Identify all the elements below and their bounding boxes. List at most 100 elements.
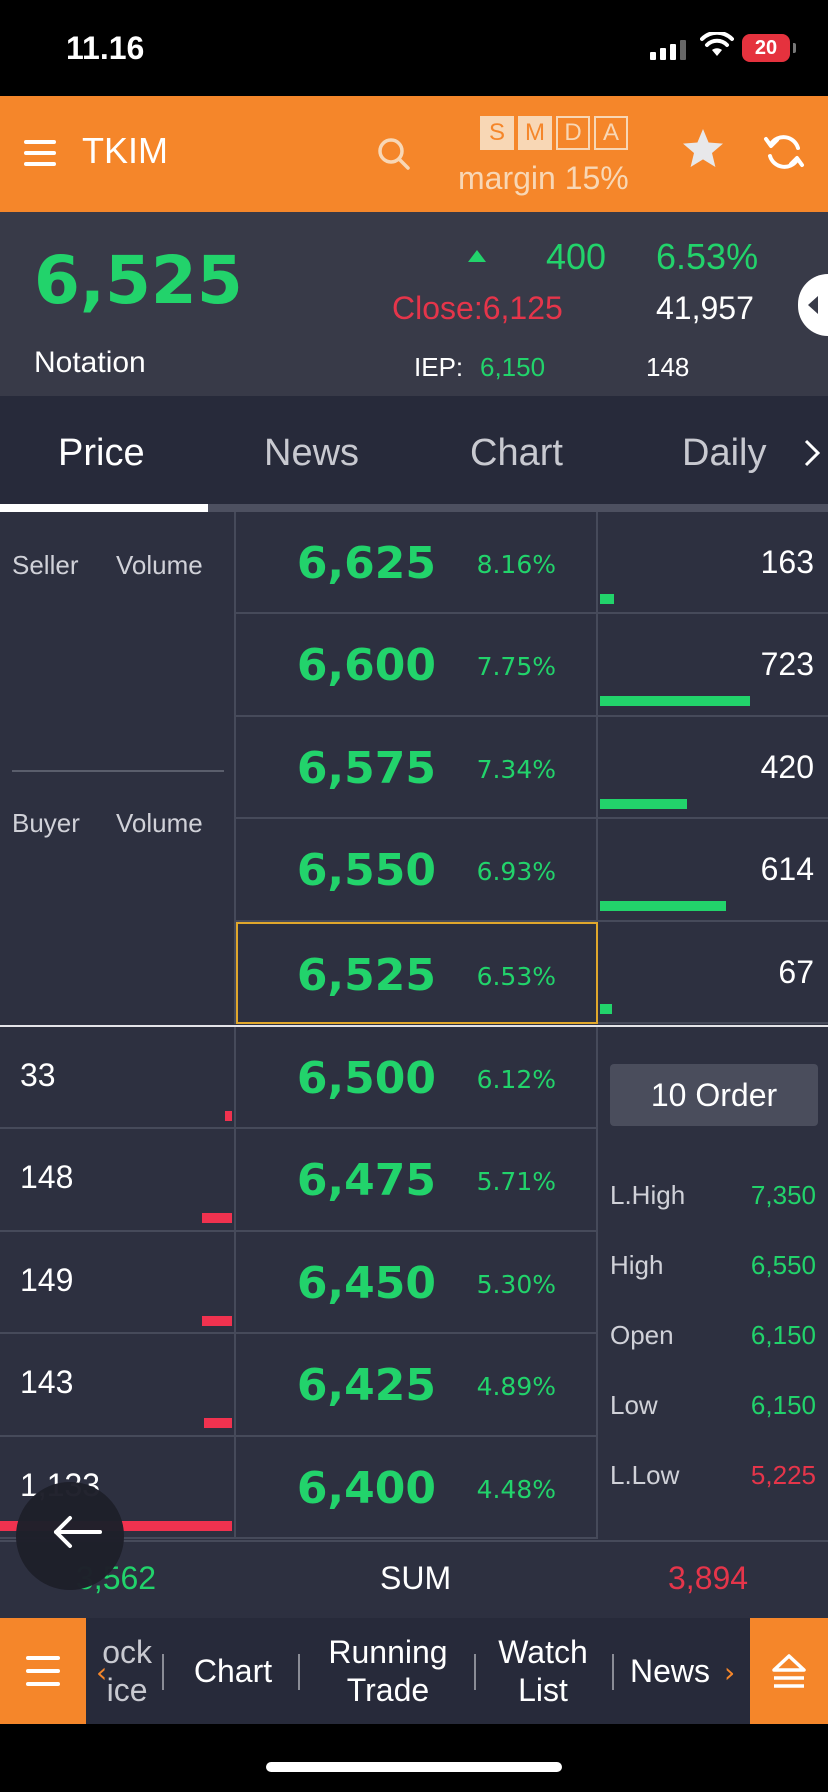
expand-up-button[interactable] bbox=[750, 1618, 828, 1724]
bid-volume-bar bbox=[201, 1315, 232, 1326]
offer-volume: 67 bbox=[778, 953, 814, 990]
price-summary: 6,525 Notation 400 6.53% Close:6,125 41,… bbox=[0, 212, 828, 396]
bid-price-cell[interactable]: 6,500 6.12% bbox=[236, 1027, 598, 1130]
stat-value: 6,150 bbox=[750, 1320, 816, 1350]
nav-separator bbox=[612, 1654, 614, 1690]
chevron-right-icon[interactable]: › bbox=[724, 1656, 736, 1689]
column-divider bbox=[234, 512, 236, 1024]
offer-volume-cell[interactable]: 723 bbox=[598, 614, 828, 717]
nav-separator bbox=[162, 1654, 164, 1690]
offer-price-cell[interactable]: 6,575 7.34% bbox=[236, 716, 598, 820]
nav-news[interactable]: News bbox=[629, 1653, 710, 1689]
stat-label: Low bbox=[610, 1390, 658, 1420]
buyer-volume-header: Volume bbox=[116, 808, 203, 838]
stat-value: 6,550 bbox=[750, 1250, 816, 1280]
offer-volume-bar bbox=[600, 696, 750, 707]
offer-price-cell[interactable]: 6,525 6.53% bbox=[236, 921, 598, 1024]
bid-volume-cell[interactable]: 33 bbox=[0, 1027, 236, 1130]
nav-separator bbox=[474, 1654, 476, 1690]
offer-price-cell[interactable]: 6,600 7.75% bbox=[236, 614, 598, 717]
nav-separator bbox=[298, 1654, 300, 1690]
nav-stock-price[interactable]: ock ice bbox=[102, 1634, 152, 1708]
bid-price-cell[interactable]: 6,425 4.89% bbox=[236, 1334, 598, 1437]
bid-price: 6,475 bbox=[296, 1155, 436, 1207]
offer-percent: 6.93% bbox=[476, 857, 556, 887]
offer-volume: 420 bbox=[760, 748, 814, 785]
frequency-value: 148 bbox=[646, 352, 690, 382]
bid-price-cell[interactable]: 6,475 5.71% bbox=[236, 1129, 598, 1232]
chevron-right-icon[interactable] bbox=[802, 438, 822, 468]
offer-volume-cell[interactable]: 163 bbox=[598, 512, 828, 615]
stat-label: L.Low bbox=[610, 1460, 680, 1490]
hamburger-menu-icon[interactable] bbox=[24, 140, 56, 166]
tab-price[interactable]: Price bbox=[58, 432, 145, 474]
offer-volume: 163 bbox=[760, 544, 814, 580]
offer-price: 6,625 bbox=[296, 538, 436, 589]
nav-watch-list[interactable]: Watch List bbox=[498, 1634, 588, 1708]
offer-percent: 6.53% bbox=[476, 961, 556, 991]
refresh-icon[interactable] bbox=[762, 130, 806, 174]
offer-price-cell[interactable]: 6,550 6.93% bbox=[236, 819, 598, 922]
eject-icon bbox=[772, 1654, 806, 1688]
bid-price: 6,425 bbox=[296, 1360, 436, 1412]
bid-volume-cell[interactable]: 148 bbox=[0, 1129, 236, 1232]
offer-percent: 8.16% bbox=[476, 550, 556, 579]
search-icon[interactable] bbox=[376, 136, 412, 172]
bid-volume: 33 bbox=[20, 1057, 56, 1093]
offer-volume-bar bbox=[600, 1003, 612, 1014]
seller-header: Seller bbox=[12, 550, 79, 580]
bid-price-cell[interactable]: 6,450 5.30% bbox=[236, 1231, 598, 1335]
bid-price-cell[interactable]: 6,400 4.48% bbox=[236, 1436, 598, 1539]
stat-label: L.High bbox=[610, 1180, 686, 1210]
sum-row: 3,562 SUM 3,894 bbox=[0, 1540, 828, 1618]
stat-label: Open bbox=[610, 1320, 674, 1350]
tab-daily[interactable]: Daily bbox=[682, 432, 767, 474]
nav-running-trade[interactable]: Running Trade bbox=[328, 1634, 448, 1708]
offer-volume-bar bbox=[600, 901, 726, 912]
side-panel-toggle[interactable] bbox=[798, 274, 828, 336]
stock-ticker[interactable]: TKIM bbox=[82, 130, 168, 171]
bid-percent: 4.48% bbox=[476, 1474, 556, 1504]
stat-value: 6,150 bbox=[750, 1390, 816, 1420]
offer-volume-cell[interactable]: 614 bbox=[598, 819, 828, 922]
battery-indicator: 20 bbox=[742, 34, 796, 62]
offer-volume-bar bbox=[600, 798, 687, 809]
bid-volume: 148 bbox=[20, 1159, 74, 1196]
star-icon[interactable] bbox=[680, 126, 726, 172]
offer-volume-cell[interactable]: 420 bbox=[598, 717, 828, 820]
bottom-menu-button[interactable] bbox=[0, 1618, 86, 1724]
offer-price-cell[interactable]: 6,625 8.16% bbox=[236, 512, 598, 615]
app-header: TKIM S M D A margin 15% bbox=[0, 96, 828, 212]
offer-percent: 7.75% bbox=[476, 652, 556, 682]
offer-volume-bar bbox=[600, 594, 614, 604]
hamburger-menu-icon bbox=[26, 1656, 60, 1686]
ten-order-button[interactable]: 10 Order bbox=[610, 1064, 818, 1126]
iep-value: 6,150 bbox=[480, 352, 546, 382]
tab-chart[interactable]: Chart bbox=[470, 432, 563, 474]
order-book: Seller Volume Buyer Volume 6,625 8.16% 163… bbox=[0, 512, 828, 1540]
back-arrow-button[interactable] bbox=[16, 1482, 124, 1590]
status-bar: 11.16 20 bbox=[0, 0, 828, 96]
offer-price: 6,525 bbox=[296, 949, 436, 1001]
previous-close: Close:6,125 bbox=[392, 290, 563, 326]
home-indicator[interactable] bbox=[266, 1762, 562, 1772]
chevron-left-icon[interactable]: ‹ bbox=[96, 1656, 108, 1689]
bid-volume-cell[interactable]: 143 bbox=[0, 1334, 236, 1437]
bid-volume: 149 bbox=[20, 1261, 74, 1298]
tab-news[interactable]: News bbox=[264, 432, 360, 474]
bid-price: 6,400 bbox=[296, 1462, 436, 1514]
offer-volume: 723 bbox=[760, 646, 814, 683]
bid-percent: 6.12% bbox=[476, 1065, 556, 1094]
offer-volume-cell[interactable]: 67 bbox=[598, 922, 828, 1024]
header-divider bbox=[12, 770, 224, 772]
offer-price: 6,550 bbox=[296, 845, 436, 897]
nav-chart[interactable]: Chart bbox=[193, 1653, 273, 1689]
notation-label[interactable]: Notation bbox=[34, 346, 146, 379]
status-time: 11.16 bbox=[66, 30, 145, 66]
tab-active-indicator bbox=[0, 504, 208, 512]
buyer-header: Buyer bbox=[12, 808, 80, 838]
iep-label: IEP: bbox=[414, 352, 464, 382]
sum-label: SUM bbox=[380, 1560, 452, 1596]
bid-percent: 5.30% bbox=[476, 1269, 556, 1299]
bid-volume-cell[interactable]: 149 bbox=[0, 1231, 236, 1335]
